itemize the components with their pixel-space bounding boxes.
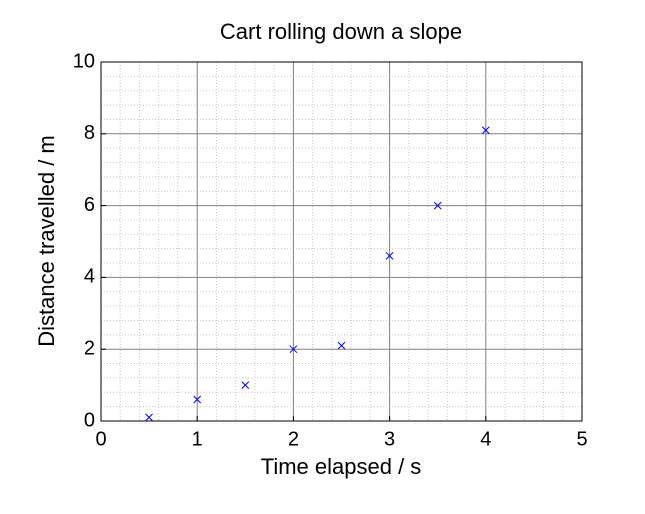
data-point: [481, 126, 490, 135]
data-point: [337, 341, 346, 350]
x-tick-label: 5: [576, 428, 587, 450]
data-point: [193, 395, 202, 404]
x-tick-label: 0: [95, 428, 106, 450]
data-point: [289, 345, 298, 354]
y-tick-label: 2: [84, 337, 95, 359]
y-tick-label: 8: [84, 122, 95, 144]
x-tick-label: 2: [288, 428, 299, 450]
x-axis-label: Time elapsed / s: [261, 454, 422, 479]
x-tick-label: 3: [384, 428, 395, 450]
x-tick-label: 4: [480, 428, 491, 450]
y-tick-label: 0: [84, 409, 95, 431]
y-axis-label: Distance travelled / m: [34, 135, 59, 347]
chart-title: Cart rolling down a slope: [220, 19, 462, 44]
data-point: [385, 252, 394, 260]
y-tick-label: 6: [84, 194, 95, 216]
y-tick-label: 4: [84, 266, 95, 288]
data-point: [145, 413, 153, 422]
plot-frame: [100, 61, 583, 422]
y-tick-label: 10: [73, 50, 95, 72]
data-point: [433, 201, 442, 210]
x-tick-label: 1: [192, 428, 203, 450]
data-point: [241, 381, 250, 389]
